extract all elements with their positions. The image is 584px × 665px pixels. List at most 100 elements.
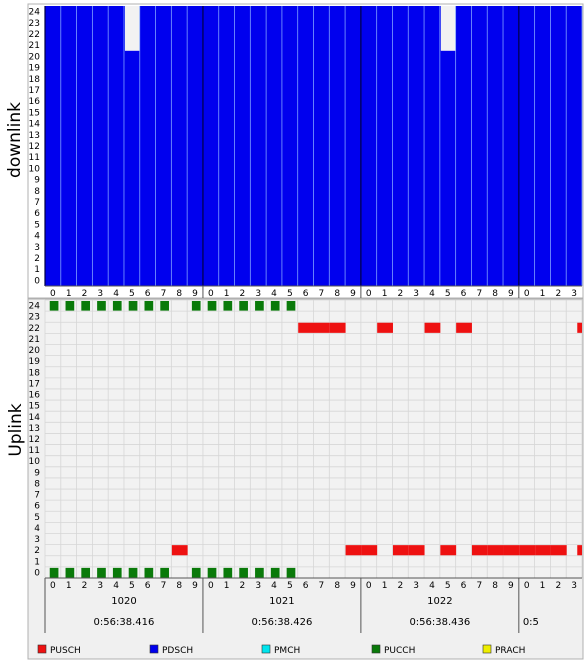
pusch-block <box>377 322 393 333</box>
pucch-block <box>65 567 75 578</box>
pucch-block <box>239 567 248 578</box>
downlink-x-tick: 9 <box>508 289 514 299</box>
pucch-block <box>97 301 106 311</box>
uplink-x-tick: 9 <box>508 581 514 591</box>
uplink-frame-time: 0:56:38.436 <box>409 617 470 628</box>
downlink-y-tick: 0 <box>34 276 40 286</box>
downlink-x-tick: 3 <box>571 289 577 299</box>
uplink-y-tick: 17 <box>29 379 40 389</box>
uplink-y-tick: 4 <box>34 524 40 534</box>
downlink-x-tick: 0 <box>208 289 214 299</box>
downlink-y-tick: 23 <box>29 19 40 29</box>
downlink-x-tick: 5 <box>129 289 135 299</box>
downlink-empty-cell <box>124 6 140 51</box>
uplink-x-tick: 4 <box>113 581 119 591</box>
pucch-block <box>270 567 280 578</box>
uplink-x-tick: 5 <box>287 581 293 591</box>
pucch-block <box>112 567 122 578</box>
uplink-x-tick: 2 <box>398 581 404 591</box>
downlink-x-tick: 7 <box>319 289 325 299</box>
uplink-x-tick: 1 <box>540 581 546 591</box>
pucch-block <box>49 301 59 311</box>
uplink-y-tick: 24 <box>29 302 41 312</box>
pusch-block <box>440 545 457 556</box>
downlink-y-tick: 9 <box>34 176 40 186</box>
pusch-block <box>550 545 567 556</box>
downlink-x-tick: 9 <box>350 289 356 299</box>
uplink-frame-number: 1022 <box>427 596 452 607</box>
pusch-block <box>329 322 346 333</box>
uplink-x-tick: 6 <box>461 581 467 591</box>
uplink-y-tick: 10 <box>29 457 41 467</box>
legend-swatch[interactable] <box>371 644 381 654</box>
pucch-block <box>286 301 296 311</box>
downlink-empty-cell <box>440 6 456 51</box>
pucch-block <box>144 301 154 311</box>
downlink-panel-label: downlink <box>5 102 25 178</box>
pusch-block <box>345 545 362 556</box>
pusch-block <box>424 322 441 333</box>
legend-swatch[interactable] <box>261 644 271 654</box>
legend-swatch[interactable] <box>37 644 47 654</box>
pusch-block <box>392 545 409 556</box>
downlink-x-tick: 4 <box>271 289 277 299</box>
uplink-x-tick: 5 <box>129 581 135 591</box>
pucch-block <box>223 301 233 311</box>
legend-swatch[interactable] <box>149 644 159 654</box>
downlink-y-tick: 20 <box>29 52 41 62</box>
pucch-block <box>128 567 138 578</box>
uplink-y-tick: 15 <box>29 402 40 412</box>
pucch-block <box>97 567 106 578</box>
pusch-block <box>487 545 504 556</box>
downlink-x-tick: 4 <box>113 289 119 299</box>
uplink-y-tick: 22 <box>29 324 40 334</box>
downlink-x-tick: 5 <box>445 289 451 299</box>
downlink-x-tick: 1 <box>224 289 230 299</box>
pucch-block <box>239 301 248 311</box>
pusch-block <box>503 545 520 556</box>
downlink-x-tick: 6 <box>461 289 467 299</box>
pusch-block <box>456 322 472 333</box>
uplink-y-tick: 11 <box>29 446 40 456</box>
downlink-y-tick: 5 <box>34 220 40 230</box>
downlink-y-tick: 16 <box>29 97 41 107</box>
downlink-y-tick: 18 <box>29 75 41 85</box>
pucch-block <box>255 301 264 311</box>
downlink-y-tick: 24 <box>29 8 41 18</box>
downlink-y-tick: 1 <box>34 265 40 275</box>
downlink-y-tick: 3 <box>34 243 40 253</box>
uplink-y-tick: 18 <box>29 368 41 378</box>
uplink-x-tick: 1 <box>224 581 230 591</box>
pucch-block <box>270 301 280 311</box>
downlink-x-tick: 8 <box>492 289 498 299</box>
uplink-frame-time: 0:56:38.426 <box>251 617 312 628</box>
downlink-y-tick: 10 <box>29 164 41 174</box>
uplink-x-tick: 0 <box>524 581 530 591</box>
pucch-block <box>128 301 138 311</box>
legend-label: PDSCH <box>162 646 193 656</box>
pucch-block <box>144 567 154 578</box>
downlink-y-tick: 4 <box>34 232 40 242</box>
pusch-block <box>519 545 536 556</box>
uplink-panel-label: Uplink <box>6 403 26 457</box>
legend-swatch[interactable] <box>482 644 492 654</box>
uplink-y-tick: 2 <box>34 546 40 556</box>
uplink-x-tick: 7 <box>161 581 167 591</box>
uplink-y-tick: 12 <box>29 435 40 445</box>
downlink-x-tick: 8 <box>334 289 340 299</box>
pucch-block <box>160 567 169 578</box>
uplink-y-tick: 21 <box>29 335 40 345</box>
downlink-y-tick: 6 <box>34 209 40 219</box>
pusch-block <box>408 545 425 556</box>
pucch-block <box>223 567 233 578</box>
downlink-y-tick: 12 <box>29 142 40 152</box>
legend-label: PMCH <box>274 646 300 656</box>
uplink-y-tick: 13 <box>29 424 40 434</box>
uplink-y-tick: 3 <box>34 535 40 545</box>
uplink-x-tick: 3 <box>571 581 577 591</box>
pucch-block <box>81 567 91 578</box>
uplink-x-tick: 4 <box>271 581 277 591</box>
pusch-block <box>361 545 378 556</box>
uplink-y-tick: 7 <box>34 491 40 501</box>
